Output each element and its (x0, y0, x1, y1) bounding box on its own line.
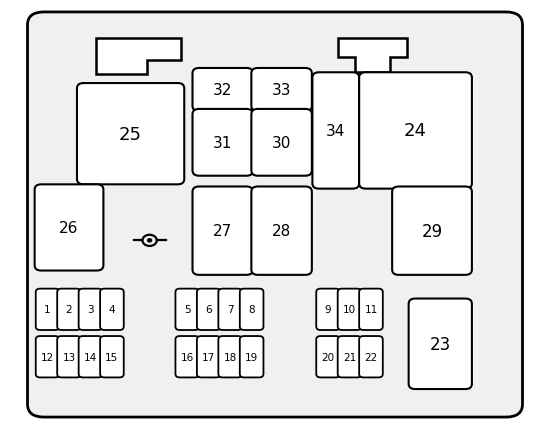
Text: 9: 9 (324, 304, 332, 315)
FancyBboxPatch shape (175, 336, 199, 378)
FancyBboxPatch shape (77, 84, 184, 185)
Text: 13: 13 (62, 352, 76, 362)
FancyBboxPatch shape (338, 289, 361, 330)
FancyBboxPatch shape (175, 289, 199, 330)
FancyBboxPatch shape (240, 336, 263, 378)
Text: 18: 18 (223, 352, 237, 362)
FancyBboxPatch shape (57, 289, 81, 330)
FancyBboxPatch shape (100, 336, 124, 378)
Text: 11: 11 (364, 304, 378, 315)
FancyBboxPatch shape (79, 336, 102, 378)
FancyBboxPatch shape (312, 73, 359, 189)
FancyBboxPatch shape (36, 289, 59, 330)
Text: 6: 6 (205, 304, 212, 315)
Text: 31: 31 (213, 135, 233, 150)
FancyBboxPatch shape (251, 110, 312, 176)
Text: 22: 22 (364, 352, 378, 362)
Text: 33: 33 (272, 83, 292, 98)
FancyBboxPatch shape (197, 336, 221, 378)
Text: 17: 17 (202, 352, 216, 362)
FancyBboxPatch shape (240, 289, 263, 330)
FancyBboxPatch shape (57, 336, 81, 378)
Text: 3: 3 (87, 304, 94, 315)
Text: 8: 8 (248, 304, 255, 315)
FancyBboxPatch shape (359, 289, 383, 330)
Text: 1: 1 (44, 304, 51, 315)
Text: 19: 19 (245, 352, 258, 362)
FancyBboxPatch shape (409, 299, 472, 389)
Text: 2: 2 (65, 304, 73, 315)
FancyBboxPatch shape (359, 73, 472, 189)
Polygon shape (96, 39, 182, 75)
Circle shape (147, 239, 152, 243)
Text: 30: 30 (272, 135, 292, 150)
Text: 5: 5 (184, 304, 191, 315)
Text: 7: 7 (227, 304, 234, 315)
FancyBboxPatch shape (36, 336, 59, 378)
Text: 4: 4 (108, 304, 116, 315)
FancyBboxPatch shape (316, 336, 340, 378)
Text: 10: 10 (343, 304, 356, 315)
Text: 28: 28 (272, 224, 292, 239)
FancyBboxPatch shape (338, 336, 361, 378)
FancyBboxPatch shape (359, 336, 383, 378)
Text: 32: 32 (213, 83, 233, 98)
FancyBboxPatch shape (218, 336, 242, 378)
Text: 25: 25 (119, 126, 142, 143)
FancyBboxPatch shape (192, 110, 253, 176)
FancyBboxPatch shape (197, 289, 221, 330)
Text: 12: 12 (41, 352, 54, 362)
Text: 21: 21 (343, 352, 356, 362)
FancyBboxPatch shape (218, 289, 242, 330)
Text: 34: 34 (326, 124, 345, 138)
Text: 16: 16 (180, 352, 194, 362)
Text: 23: 23 (430, 335, 451, 353)
Text: 14: 14 (84, 352, 97, 362)
Text: 24: 24 (404, 122, 427, 140)
Text: 27: 27 (213, 224, 232, 239)
FancyBboxPatch shape (79, 289, 102, 330)
FancyBboxPatch shape (35, 185, 103, 271)
Polygon shape (338, 39, 407, 73)
FancyBboxPatch shape (192, 69, 253, 112)
FancyBboxPatch shape (251, 69, 312, 112)
Text: 26: 26 (59, 221, 79, 235)
FancyBboxPatch shape (392, 187, 472, 275)
Text: 20: 20 (322, 352, 334, 362)
Text: 15: 15 (105, 352, 119, 362)
FancyBboxPatch shape (316, 289, 340, 330)
FancyBboxPatch shape (28, 13, 522, 417)
FancyBboxPatch shape (100, 289, 124, 330)
FancyBboxPatch shape (251, 187, 312, 275)
Text: 29: 29 (421, 222, 443, 240)
FancyBboxPatch shape (192, 187, 253, 275)
